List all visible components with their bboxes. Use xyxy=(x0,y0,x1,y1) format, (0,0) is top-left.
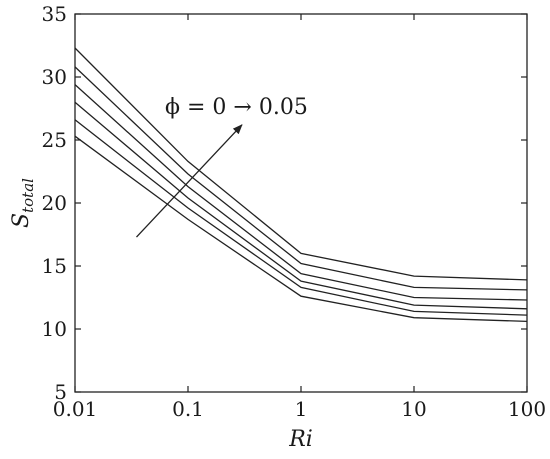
series-line-5 xyxy=(74,66,528,291)
x-tick-label: 0.1 xyxy=(172,397,204,421)
annotation-arrow xyxy=(136,124,243,238)
y-tick-label: 5 xyxy=(54,380,67,404)
series-line-1 xyxy=(74,135,528,323)
y-tick-label: 15 xyxy=(42,254,67,278)
y-tick-label: 30 xyxy=(42,65,67,89)
y-tick-label: 10 xyxy=(42,317,67,341)
tick-labels-group: 0.01 0.1 1 10 100 5 10 15 20 25 30 35 xyxy=(42,2,547,421)
series-line-3 xyxy=(74,101,528,310)
annotation-label: ϕ = 0 → 0.05 xyxy=(165,95,308,120)
x-tick-label: 1 xyxy=(295,397,308,421)
series-line-4 xyxy=(74,84,528,301)
y-axis-title: Stotal xyxy=(9,178,37,228)
y-axis-title-sub: total xyxy=(19,178,37,213)
y-tick-label: 20 xyxy=(42,191,67,215)
y-tick-label: 35 xyxy=(42,2,67,26)
series-line-2 xyxy=(74,119,528,316)
series-line-6 xyxy=(74,47,528,281)
series-group xyxy=(74,47,528,323)
x-tick-label: 100 xyxy=(508,397,546,421)
ticks-group xyxy=(74,13,528,393)
y-axis-title-main: S xyxy=(9,213,34,228)
plot-frame xyxy=(74,13,528,393)
x-tick-label: 10 xyxy=(401,397,426,421)
x-axis-title: Ri xyxy=(288,427,313,452)
y-tick-label: 25 xyxy=(42,128,67,152)
x-tick-label: 0.01 xyxy=(53,397,98,421)
